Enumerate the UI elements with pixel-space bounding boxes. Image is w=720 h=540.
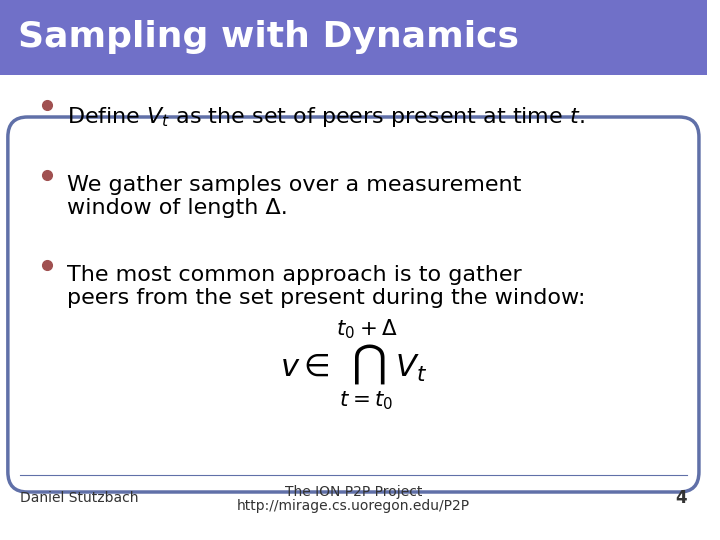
- Text: Daniel Stutzbach: Daniel Stutzbach: [19, 491, 138, 505]
- FancyBboxPatch shape: [8, 117, 699, 492]
- Text: $v \in \bigcap_{t=t_0}^{t_0+\Delta} V_t$: $v \in \bigcap_{t=t_0}^{t_0+\Delta} V_t$: [279, 317, 427, 413]
- Text: The most common approach is to gather
peers from the set present during the wind: The most common approach is to gather pe…: [67, 265, 585, 308]
- Text: http://mirage.cs.uoregon.edu/P2P: http://mirage.cs.uoregon.edu/P2P: [237, 499, 470, 513]
- Text: Define $V_t$ as the set of peers present at time $t$.: Define $V_t$ as the set of peers present…: [67, 105, 585, 129]
- Text: The ION P2P Project: The ION P2P Project: [284, 485, 422, 499]
- Text: We gather samples over a measurement
window of length Δ.: We gather samples over a measurement win…: [67, 175, 521, 218]
- Text: 4: 4: [675, 489, 687, 507]
- Text: Sampling with Dynamics: Sampling with Dynamics: [18, 21, 518, 55]
- FancyBboxPatch shape: [0, 0, 707, 75]
